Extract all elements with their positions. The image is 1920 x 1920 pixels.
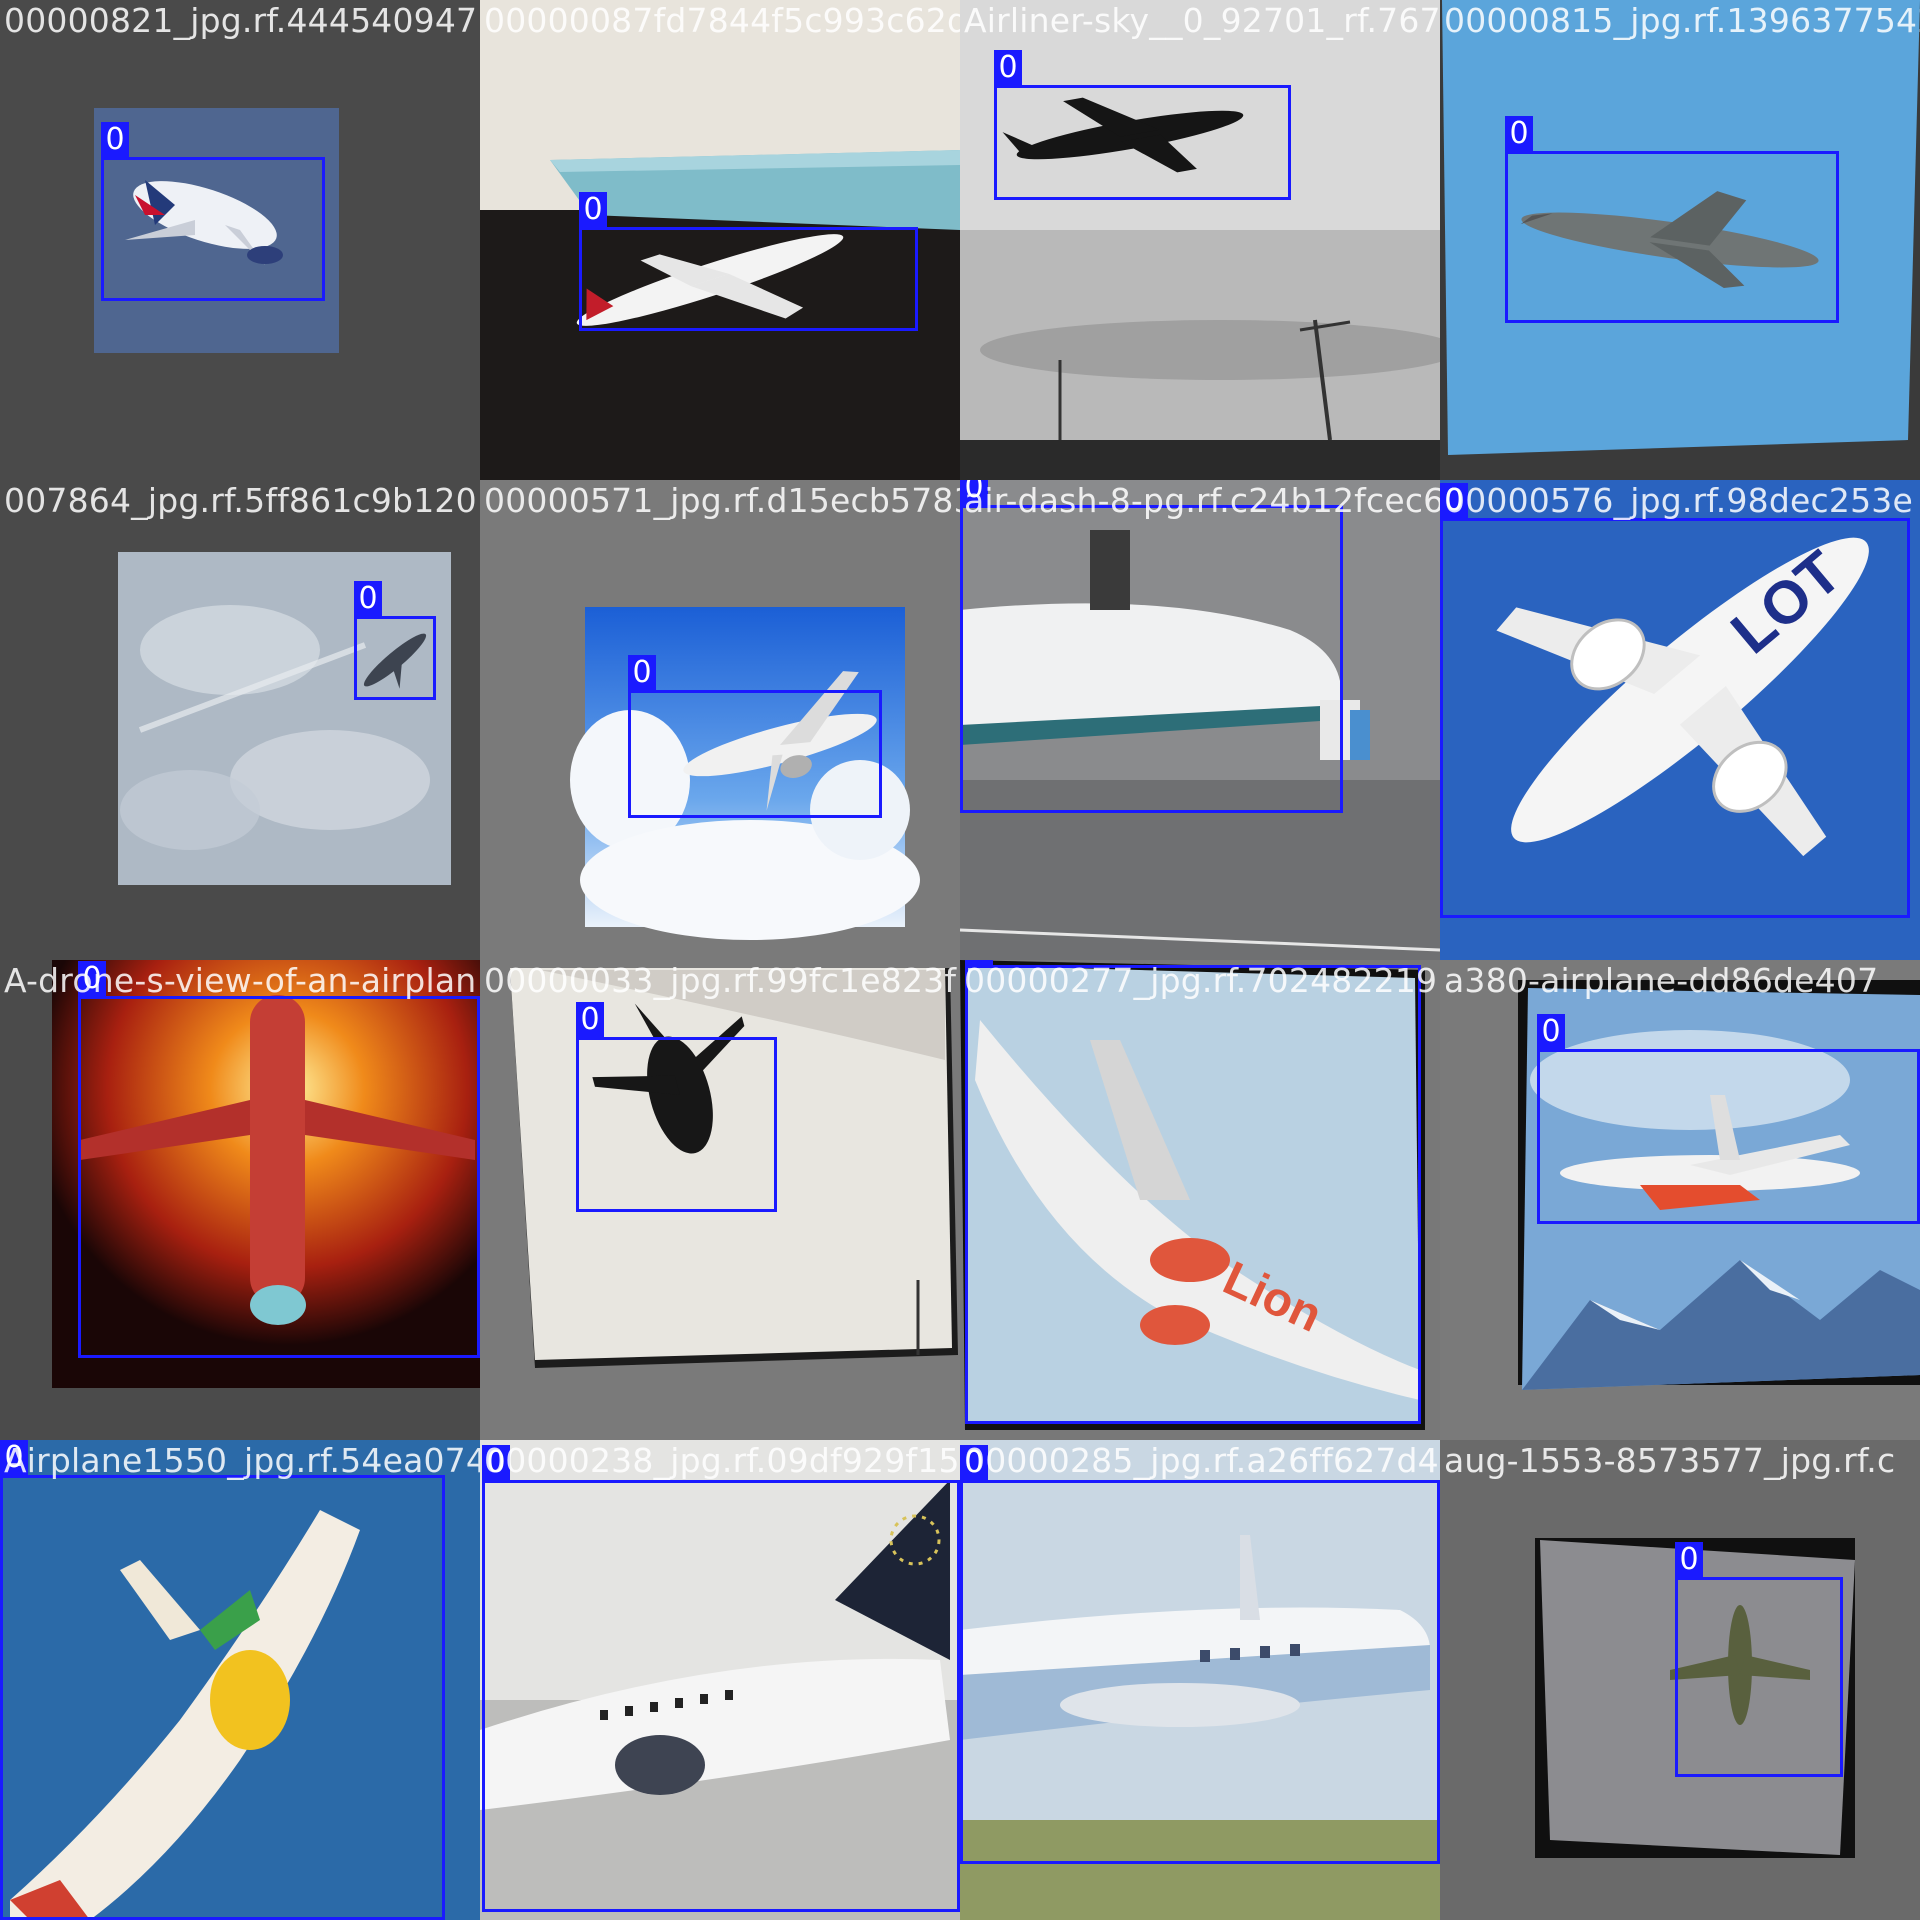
mosaic-tile: Airplane1550_jpg.rf.54ea074 0 (0, 1440, 480, 1920)
class-label-badge: 0 (965, 960, 993, 966)
tile-image: LOT (1440, 480, 1920, 960)
class-label-badge: 0 (994, 50, 1022, 86)
class-label-badge: 0 (101, 122, 129, 158)
mosaic-tile: Lion 00000277_jpg.rf.702482219 0 (960, 960, 1440, 1440)
class-label-badge: 0 (1440, 483, 1468, 519)
bounding-box: 0 (354, 581, 436, 700)
class-label-badge: 0 (1537, 1014, 1565, 1050)
mosaic-tile: 00000571_jpg.rf.d15ecb5783 0 (480, 480, 960, 960)
class-label-badge: 0 (1505, 116, 1533, 152)
mosaic-tile: 00000821_jpg.rf.444540947 0 (0, 0, 480, 480)
bounding-box: 0 (101, 122, 325, 301)
class-label-badge: 0 (354, 581, 382, 617)
bounding-box: 0 (1505, 116, 1839, 323)
bounding-box: 0 (579, 192, 918, 331)
bounding-box: 0 (0, 1440, 445, 1920)
bounding-box: 0 (960, 480, 1343, 813)
bounding-box: 0 (1675, 1542, 1843, 1777)
tile-image (118, 552, 451, 885)
bounding-box: 0 (628, 655, 882, 818)
class-label-badge: 0 (482, 1445, 510, 1481)
mosaic-tile: 007864_jpg.rf.5ff861c9b120 0 (0, 480, 480, 960)
mosaic-tile: aug-1553-8573577_jpg.rf.c 0 (1440, 1440, 1920, 1920)
tile-image (52, 960, 480, 1388)
class-label-badge: 0 (960, 1445, 988, 1481)
tile-image (510, 968, 958, 1368)
tile-image (0, 1440, 480, 1920)
mosaic-tile: 00000815_jpg.rf.1396377542 0 (1440, 0, 1920, 480)
class-label-badge: 0 (0, 1440, 28, 1476)
tile-image: Lion (960, 960, 1425, 1430)
mosaic-tile: 00000033_jpg.rf.99fc1e823f 0 (480, 960, 960, 1440)
class-label-badge: 0 (628, 655, 656, 691)
mosaic-tile: LOT 00000576_jpg.rf.98dec253e 0 (1440, 480, 1920, 960)
bounding-box: 0 (576, 1002, 777, 1212)
mosaic-tile: 00000285_jpg.rf.a26ff627d4 0 (960, 1440, 1440, 1920)
tile-image (480, 0, 960, 480)
class-label-badge: 0 (579, 192, 607, 228)
class-label-badge: 0 (576, 1002, 604, 1038)
mosaic-tile: A-drone-s-view-of-an-airplan 0 (0, 960, 480, 1440)
mosaic-tile: 00000087fd7844f5c993c62dfd 0 (480, 0, 960, 480)
mosaic-tile: 00000238_jpg.rf.09df929f15 0 (480, 1440, 960, 1920)
bounding-box: 0 (965, 960, 1421, 1424)
bounding-box: 0 (78, 961, 480, 1358)
tile-image (960, 0, 1440, 441)
tile-image (960, 1440, 1440, 1920)
tile-image (94, 108, 339, 353)
tile-image (1442, 0, 1920, 455)
class-label-badge: 0 (1675, 1542, 1703, 1578)
class-label-badge: 0 (78, 961, 106, 997)
tile-image (1518, 980, 1920, 1390)
class-label-badge: 0 (960, 480, 988, 506)
mosaic-tile: air-dash-8-pg.rf.c24b12fcec6 0 (960, 480, 1440, 960)
bounding-box: 0 (482, 1445, 960, 1912)
mosaic-tile: a380-airplane-dd86de407 0 (1440, 960, 1920, 1440)
mosaic-tile: Airliner-sky__0_92701_rf.76792b 0 (960, 0, 1440, 480)
bounding-box: 0 (1440, 483, 1910, 918)
bounding-box: 0 (1537, 1014, 1920, 1224)
bounding-box: 0 (960, 1445, 1440, 1864)
bounding-box: 0 (994, 50, 1291, 200)
tile-image (480, 1440, 960, 1920)
